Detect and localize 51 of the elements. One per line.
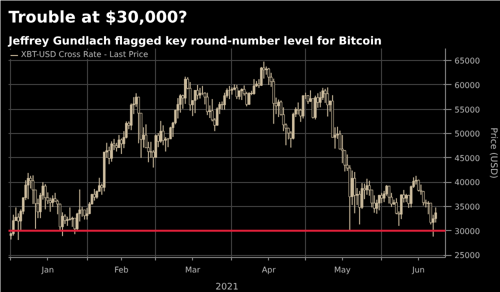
candlestick — [302, 94, 304, 119]
x-tick-label: Jan — [40, 266, 54, 274]
y-tick-label: 50000 — [454, 130, 480, 139]
candlestick — [159, 120, 162, 144]
candlestick — [319, 91, 322, 108]
y-tick-label: 35000 — [454, 202, 480, 212]
candlestick — [44, 184, 47, 210]
candlestick — [388, 186, 390, 204]
y-tick-label: 30000 — [454, 226, 480, 236]
x-tick-label: Jun — [411, 266, 425, 274]
candlestick — [198, 87, 202, 100]
candlestick — [223, 92, 226, 110]
candlestick — [314, 95, 317, 120]
candlestick — [326, 86, 329, 118]
candlestick — [353, 171, 356, 214]
y-tick-label: 55000 — [454, 105, 480, 114]
candlestick — [86, 207, 88, 220]
chart-subtitle: Jeffrey Gundlach flagged key round-number level for Bitcoin — [8, 34, 382, 48]
candlestick — [206, 92, 209, 116]
y-tick-label: 25000 — [454, 251, 480, 260]
candlestick — [32, 174, 34, 205]
candlestick — [341, 134, 344, 164]
y-axis-title: Price (USD) — [488, 127, 498, 179]
candlestick — [196, 84, 199, 100]
candlestick — [236, 84, 238, 100]
y-tick-label: 60000 — [454, 80, 480, 90]
x-tick-label: May — [334, 266, 351, 274]
y-tick-label: 40000 — [454, 178, 480, 188]
candlestick — [378, 194, 380, 211]
candlestick — [277, 99, 280, 118]
candlestick — [380, 192, 383, 204]
candlestick — [83, 209, 86, 220]
x-tick-label: Feb — [114, 266, 129, 274]
candlestick — [366, 178, 368, 196]
candlestick — [110, 140, 113, 162]
legend-label: XBT-USD Cross Rate - Last Price — [21, 50, 148, 59]
chart-title: Trouble at $30,000? — [8, 8, 188, 26]
candlestick — [252, 78, 256, 96]
y-tick-label: 45000 — [454, 154, 480, 163]
candlestick — [93, 188, 96, 202]
candlestick — [417, 179, 420, 192]
candlestick — [375, 199, 378, 214]
candlestick — [240, 88, 244, 101]
candlestick — [26, 172, 30, 200]
y-tick-label: 65000 — [454, 56, 480, 66]
candlestick — [248, 92, 250, 106]
candlestick — [267, 67, 270, 86]
x-axis-title: 2021 — [216, 282, 238, 292]
candlestick — [312, 98, 314, 119]
x-tick-label: Apr — [262, 266, 276, 274]
x-tick-label: Mar — [185, 266, 201, 274]
